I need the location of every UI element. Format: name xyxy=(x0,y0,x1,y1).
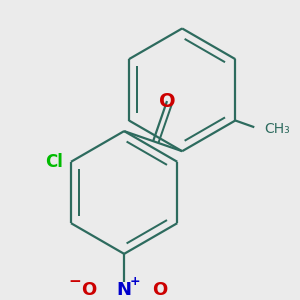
Text: N: N xyxy=(117,280,132,298)
Text: Cl: Cl xyxy=(45,153,63,171)
Text: O: O xyxy=(81,280,96,298)
Text: CH₃: CH₃ xyxy=(264,122,290,136)
Text: O: O xyxy=(152,280,167,298)
Text: −: − xyxy=(69,274,81,289)
Text: +: + xyxy=(130,275,141,288)
Text: O: O xyxy=(159,92,175,111)
